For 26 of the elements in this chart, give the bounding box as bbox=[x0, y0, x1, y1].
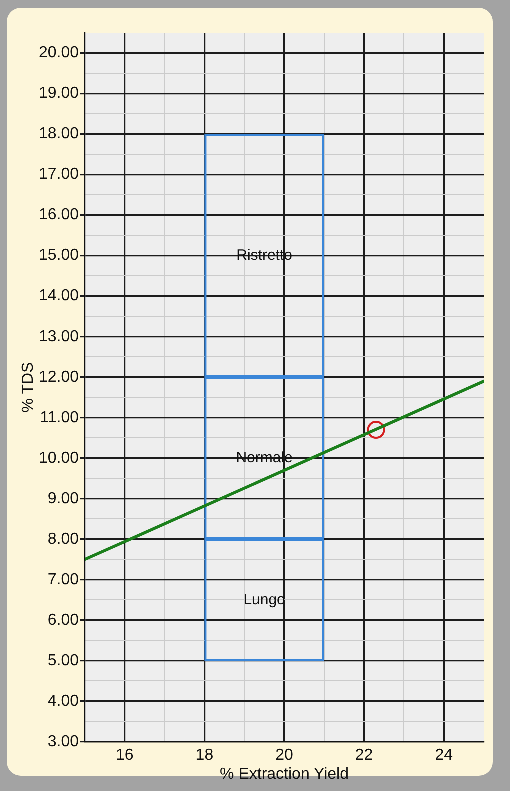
y-tick-label: 10.00 bbox=[38, 450, 80, 467]
y-tick-label: 15.00 bbox=[38, 247, 80, 264]
y-tick-label: 19.00 bbox=[38, 85, 80, 102]
x-axis-title: % Extraction Yield bbox=[220, 766, 349, 783]
x-tick-label: 24 bbox=[435, 747, 454, 764]
y-tick-label: 12.00 bbox=[38, 368, 80, 386]
x-tick-label: 22 bbox=[355, 747, 374, 764]
y-tick-label: 5.00 bbox=[48, 652, 80, 670]
y-tick-label: 18.00 bbox=[38, 126, 80, 143]
y-tick-label: 6.00 bbox=[48, 612, 80, 629]
y-tick-label: 3.00 bbox=[48, 733, 80, 750]
y-tick-label: 7.00 bbox=[48, 571, 80, 588]
y-tick-label: 16.00 bbox=[38, 206, 80, 224]
x-tick-label: 16 bbox=[116, 747, 134, 764]
y-axis-title: % TDS bbox=[20, 362, 38, 413]
y-tick-label: 13.00 bbox=[38, 328, 80, 346]
y-tick-label: 20.00 bbox=[38, 44, 80, 62]
y-tick-label: 8.00 bbox=[48, 530, 80, 548]
y-tick-label: 9.00 bbox=[48, 490, 80, 508]
y-tick-label: 11.00 bbox=[40, 409, 80, 426]
y-tick-label: 17.00 bbox=[38, 166, 80, 184]
x-tick-label: 18 bbox=[196, 747, 214, 764]
x-tick-label: 20 bbox=[276, 747, 294, 764]
y-tick-label: 4.00 bbox=[48, 692, 80, 710]
series-label: Lungo bbox=[244, 591, 286, 608]
y-tick-label: 14.00 bbox=[38, 288, 80, 305]
